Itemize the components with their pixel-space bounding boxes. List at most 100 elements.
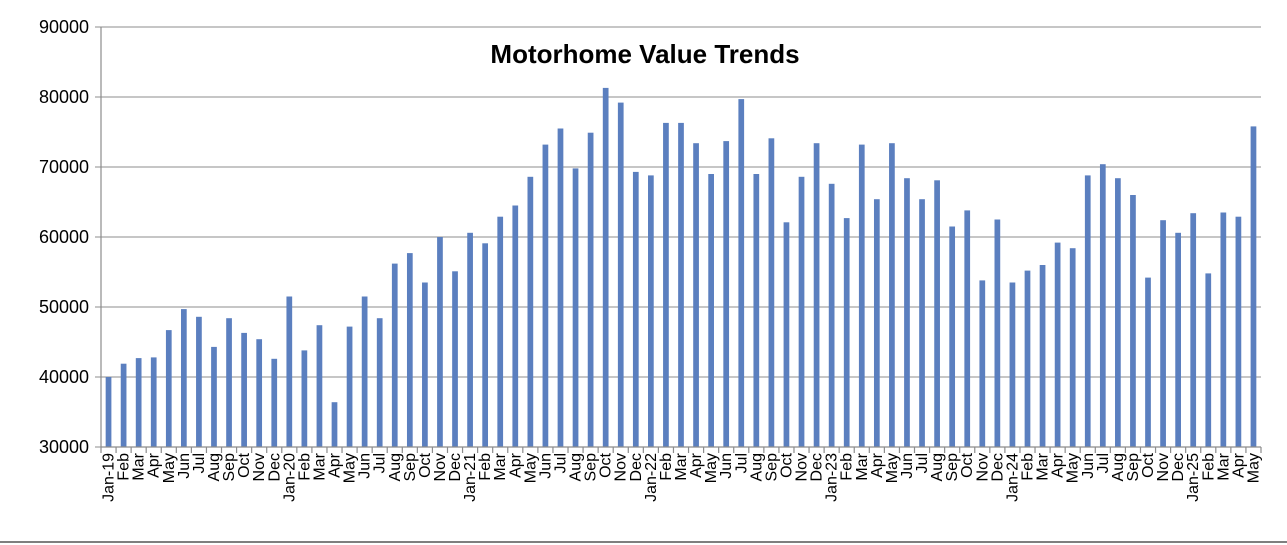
bar	[904, 178, 910, 447]
y-tick-label: 30000	[39, 437, 89, 457]
bar	[150, 357, 157, 447]
bar	[873, 199, 880, 447]
x-tick-label: Jun	[899, 453, 916, 479]
x-tick-label: Feb	[477, 453, 494, 481]
bar	[437, 237, 443, 447]
bar	[1009, 282, 1016, 447]
x-tick-label: Sep	[763, 453, 780, 482]
bar	[452, 271, 458, 447]
x-tick-label: Feb	[296, 453, 313, 481]
bar	[1024, 270, 1031, 447]
x-tick-label: Apr	[507, 452, 524, 478]
bar	[663, 122, 669, 448]
x-tick-label: Jul	[1095, 453, 1112, 473]
bar	[512, 205, 519, 447]
x-tick-label: Jan-22	[643, 453, 660, 502]
x-tick-label: Oct	[959, 452, 976, 477]
bar	[1069, 248, 1076, 447]
y-tick-label: 90000	[39, 17, 89, 37]
x-tick-label: Feb	[839, 453, 856, 481]
x-tick-label: Dec	[266, 453, 283, 481]
x-tick-label: Jun	[718, 453, 735, 479]
x-tick-label: Nov	[1155, 453, 1172, 481]
bar	[527, 176, 534, 448]
x-tick-label: Jun	[1080, 453, 1097, 479]
bar	[708, 174, 714, 447]
x-tick-label: Oct	[778, 452, 795, 477]
x-tick-label: Jun	[176, 453, 193, 479]
bar	[949, 226, 956, 447]
x-tick-label: Feb	[658, 453, 675, 481]
bar	[858, 144, 865, 447]
bar	[693, 143, 699, 447]
bar	[1220, 212, 1227, 447]
x-tick-label: Feb	[1200, 453, 1217, 481]
bar	[964, 210, 971, 447]
x-tick-label: Mar	[131, 452, 148, 480]
x-tick-label: May	[1245, 453, 1262, 483]
y-tick-label: 40000	[39, 367, 89, 387]
bar	[361, 296, 368, 447]
x-tick-label: Feb	[1019, 453, 1036, 481]
x-tick-label: Mar	[854, 452, 871, 480]
x-tick-label: Jun	[537, 453, 554, 479]
bar	[994, 219, 1001, 447]
x-tick-label: Jul	[552, 453, 569, 473]
x-tick-label: May	[703, 453, 720, 483]
bar	[135, 358, 142, 447]
bar	[813, 143, 820, 447]
x-tick-label: Aug	[568, 453, 585, 481]
bar	[617, 102, 624, 447]
x-tick-label: Apr	[1230, 452, 1247, 478]
bar	[919, 199, 925, 447]
bar	[1175, 232, 1181, 447]
bar	[331, 402, 338, 447]
bar	[346, 326, 353, 447]
x-tick-label: Aug	[387, 453, 404, 481]
bar	[723, 141, 730, 447]
bar	[1054, 242, 1061, 447]
x-tick-label: Dec	[628, 453, 645, 481]
x-tick-label: Mar	[1215, 452, 1232, 480]
bar	[301, 350, 308, 447]
x-tick-label: Jul	[733, 453, 750, 473]
x-tick-label: Nov	[251, 453, 268, 481]
x-tick-label: Apr	[146, 452, 163, 478]
x-tick-label: Mar	[492, 452, 509, 480]
bar	[406, 253, 413, 447]
bar	[1250, 126, 1257, 448]
axes	[100, 27, 1262, 453]
y-tick-label: 60000	[39, 227, 89, 247]
x-tick-label: May	[1065, 453, 1082, 483]
x-tick-label: Jan-21	[462, 453, 479, 502]
x-tick-label: Dec	[447, 453, 464, 481]
bar	[828, 183, 835, 448]
chart-title: Motorhome Value Trends	[490, 39, 799, 69]
bar	[648, 175, 654, 447]
x-tick-label: Aug	[748, 453, 765, 481]
x-tick-label: Jul	[191, 453, 208, 473]
x-tick-label: Nov	[613, 453, 630, 481]
bar	[572, 168, 579, 447]
y-tick-label: 50000	[39, 297, 89, 317]
bar	[602, 87, 609, 448]
x-tick-label: Aug	[929, 453, 946, 481]
bar	[482, 243, 489, 447]
bar	[256, 339, 263, 447]
bar	[196, 316, 202, 447]
x-tick-label: Mar	[311, 452, 328, 480]
bar	[105, 377, 112, 447]
bar	[1160, 220, 1166, 447]
x-tick-label: Aug	[206, 453, 223, 481]
bar	[678, 122, 684, 448]
x-tick-label: Jan-20	[281, 453, 298, 502]
bar	[783, 222, 790, 447]
x-tick-label: Aug	[1110, 453, 1127, 481]
bar	[557, 128, 564, 447]
bar	[738, 99, 745, 447]
x-tick-label: Dec	[809, 453, 826, 481]
x-tick-label: Jul	[372, 453, 389, 473]
bar	[376, 318, 383, 447]
bar	[316, 325, 323, 447]
bar	[1130, 195, 1136, 447]
